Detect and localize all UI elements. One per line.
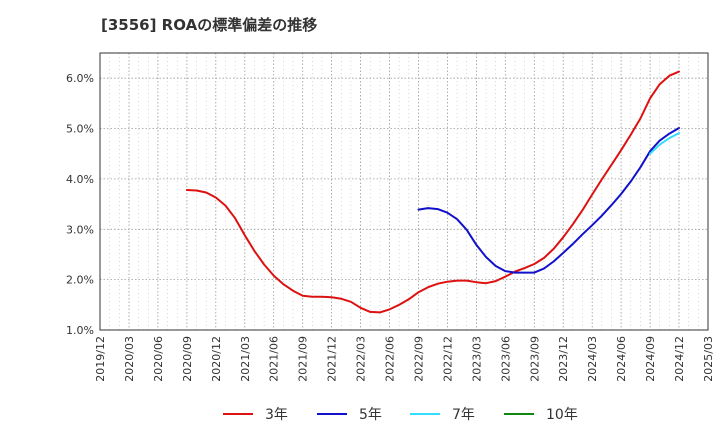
- x-tick-label: 2023/09: [528, 336, 541, 382]
- y-axis: 1.0% 2.0% 3.0% 4.0% 5.0% 6.0%: [66, 72, 94, 337]
- y-tick-label: 4.0%: [66, 173, 94, 186]
- y-tick-label: 5.0%: [66, 123, 94, 136]
- x-tick-label: 2020/12: [210, 336, 223, 382]
- legend-label: 3年: [265, 407, 288, 423]
- legend-label: 5年: [359, 407, 382, 423]
- series-line: [185, 70, 680, 314]
- x-tick-label: 2021/12: [326, 336, 339, 382]
- x-tick-label: 2024/06: [615, 336, 628, 382]
- x-tick-label: 2024/09: [644, 336, 657, 382]
- x-tick-label: 2025/03: [702, 336, 715, 382]
- legend-label: 10年: [546, 407, 578, 423]
- x-tick-label: 2021/06: [268, 336, 281, 382]
- y-tick-label: 2.0%: [66, 274, 94, 287]
- legend-label: 7年: [452, 407, 475, 423]
- gridlines: [100, 53, 708, 330]
- x-tick-label: 2022/09: [413, 336, 426, 382]
- x-tick-label: 2020/06: [152, 336, 165, 382]
- plot-background: [100, 53, 708, 330]
- series-line: [417, 127, 680, 274]
- series-lines: [185, 70, 680, 314]
- x-tick-label: 2022/06: [384, 336, 397, 382]
- legend: 3年 5年 7年 10年: [223, 407, 578, 423]
- x-tick-label: 2023/03: [470, 336, 483, 382]
- x-tick-label: 2021/03: [239, 336, 252, 382]
- x-axis: 2019/12 2020/03 2020/06 2020/09 2020/12 2021/…: [94, 336, 715, 382]
- x-tick-label: 2019/12: [94, 336, 107, 382]
- x-tick-label: 2024/12: [673, 336, 686, 382]
- y-tick-label: 3.0%: [66, 223, 94, 236]
- x-tick-label: 2023/12: [557, 336, 570, 382]
- plot-frame: [99, 52, 709, 331]
- chart-title: [3556] ROAの標準偏差の推移: [101, 16, 318, 34]
- series-line: [649, 132, 680, 155]
- x-tick-label: 2022/03: [355, 336, 368, 382]
- x-tick-label: 2022/12: [441, 336, 454, 382]
- x-tick-label: 2020/09: [181, 336, 194, 382]
- x-tick-label: 2023/06: [499, 336, 512, 382]
- y-tick-label: 1.0%: [66, 324, 94, 337]
- x-tick-label: 2020/03: [123, 336, 136, 382]
- y-tick-label: 6.0%: [66, 72, 94, 85]
- x-tick-label: 2021/09: [297, 336, 310, 382]
- x-tick-label: 2024/03: [586, 336, 599, 382]
